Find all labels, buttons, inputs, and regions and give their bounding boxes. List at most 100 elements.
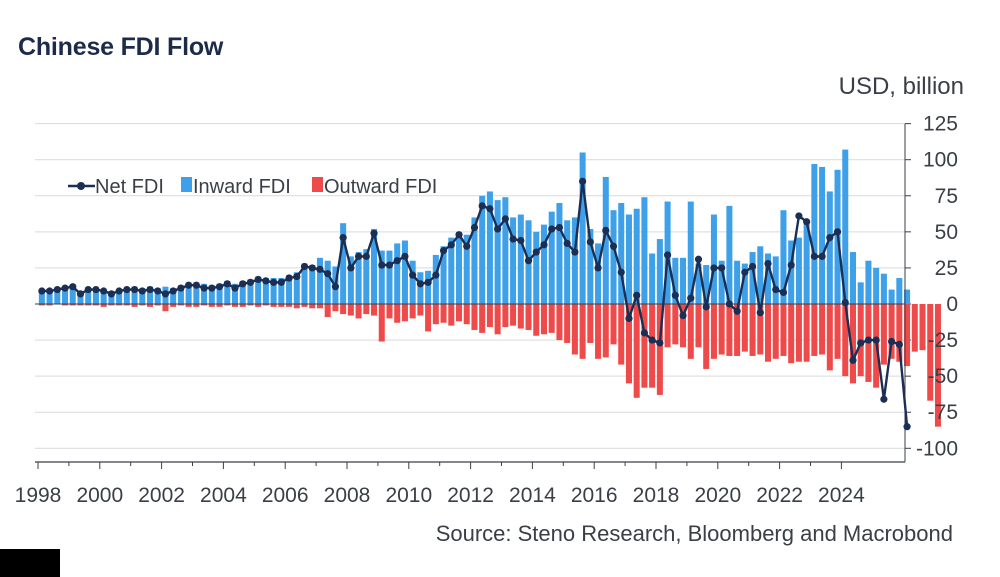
net-fdi-point — [231, 284, 239, 292]
inward-fdi-bar — [293, 272, 300, 304]
inward-fdi-bar — [409, 260, 416, 304]
net-fdi-point — [803, 218, 811, 226]
outward-fdi-bar — [764, 304, 772, 362]
inward-fdi-bar — [741, 263, 748, 304]
net-fdi-point — [285, 274, 293, 282]
inward-fdi-bar — [316, 257, 323, 304]
net-fdi-point — [857, 339, 865, 347]
net-fdi-point — [362, 252, 370, 260]
outward-fdi-bar — [69, 304, 76, 306]
outward-fdi-bar — [255, 304, 262, 307]
inward-fdi-bar — [69, 285, 76, 304]
net-fdi-point — [656, 339, 664, 347]
inward-fdi-bar — [764, 253, 772, 304]
outward-fdi-bar — [888, 304, 895, 359]
legend-outward-fdi: Outward FDI — [324, 176, 437, 198]
outward-fdi-bar — [347, 304, 354, 316]
net-fdi-point — [146, 285, 154, 294]
net-fdi-point — [439, 247, 448, 255]
inward-fdi-bar — [710, 214, 717, 304]
outward-fdi-bar — [417, 304, 424, 316]
inward-fdi-bar — [425, 270, 432, 304]
inward-fdi-bar — [803, 220, 810, 304]
net-fdi-point — [617, 268, 625, 276]
outward-fdi-bar — [378, 304, 385, 342]
outward-fdi-bar — [718, 304, 725, 355]
net-fdi-point — [246, 278, 255, 286]
y-tick-label: -25 — [928, 329, 958, 352]
net-fdi-point — [293, 272, 301, 281]
net-fdi-point — [370, 229, 378, 237]
x-tick-label: 2018 — [633, 484, 680, 507]
net-fdi-point — [208, 284, 216, 292]
outward-fdi-bar — [486, 304, 493, 328]
net-fdi-point — [416, 280, 424, 288]
inward-fdi-bar — [224, 280, 231, 304]
outward-fdi-bar — [286, 304, 293, 307]
inward-fdi-bar — [571, 217, 578, 304]
outward-fdi-bar — [131, 304, 138, 307]
inward-fdi-bar — [378, 250, 385, 304]
inward-fdi-bar — [347, 256, 354, 304]
outward-fdi-bar — [641, 304, 648, 388]
net-fdi-point — [470, 223, 479, 232]
inward-fdi-bar — [780, 210, 787, 304]
net-fdi-point — [185, 281, 193, 289]
inward-fdi-bar — [502, 197, 509, 304]
inward-fdi-bar — [85, 288, 92, 304]
outward-fdi-bar — [757, 304, 764, 355]
net-fdi-point — [169, 287, 177, 295]
x-tick-label: 2014 — [509, 484, 556, 507]
chart-title: Chinese FDI Flow — [18, 33, 224, 61]
legend-outward-swatch-icon — [312, 177, 323, 192]
net-fdi-point — [61, 284, 69, 292]
outward-fdi-bar — [371, 304, 378, 316]
net-fdi-point — [810, 252, 818, 260]
inward-fdi-bar — [371, 228, 378, 304]
outward-fdi-bar — [193, 304, 200, 307]
net-fdi-point — [517, 236, 525, 245]
outward-fdi-bar — [316, 304, 323, 309]
outward-fdi-bar — [177, 304, 184, 306]
inward-fdi-bar — [625, 214, 632, 304]
net-fdi-point — [787, 261, 795, 269]
inward-fdi-bar — [857, 282, 864, 304]
inward-fdi-bar — [888, 289, 895, 304]
net-fdi-point — [378, 261, 386, 269]
net-fdi-point — [764, 259, 772, 268]
net-fdi-point — [733, 307, 741, 315]
outward-fdi-bar — [170, 304, 177, 307]
net-fdi-point — [316, 265, 324, 273]
outward-fdi-bar — [231, 304, 239, 307]
outward-fdi-bar — [703, 304, 710, 369]
outward-fdi-bar — [834, 304, 841, 359]
y-axis-unit-label: USD, billion — [838, 73, 964, 100]
net-fdi-point — [555, 223, 564, 232]
inward-fdi-bar — [255, 276, 262, 304]
inward-fdi-bar — [548, 211, 555, 304]
net-fdi-point — [447, 241, 455, 249]
inward-fdi-bar — [455, 231, 463, 304]
inward-fdi-bar — [479, 195, 486, 304]
inward-fdi-bar — [880, 273, 887, 304]
net-fdi-point — [687, 294, 695, 302]
outward-fdi-bar — [618, 304, 625, 365]
inward-fdi-bar — [618, 202, 625, 304]
outward-fdi-bar — [479, 304, 486, 333]
net-fdi-point — [579, 177, 587, 185]
inward-fdi-bar — [324, 260, 331, 304]
outward-fdi-bar — [726, 304, 733, 356]
x-tick-label: 2020 — [694, 484, 741, 507]
outward-fdi-bar — [363, 304, 370, 315]
net-fdi-point — [748, 262, 757, 271]
inward-fdi-bar — [896, 278, 903, 304]
inward-fdi-bar — [510, 217, 517, 304]
net-fdi-point — [725, 300, 733, 308]
inward-fdi-bar — [278, 278, 285, 304]
inward-fdi-bar — [231, 283, 239, 304]
outward-fdi-bar — [77, 304, 84, 306]
legend-inward-fdi: Inward FDI — [193, 176, 291, 198]
inward-fdi-bar — [610, 210, 617, 304]
x-tick-label: 2002 — [138, 484, 185, 507]
